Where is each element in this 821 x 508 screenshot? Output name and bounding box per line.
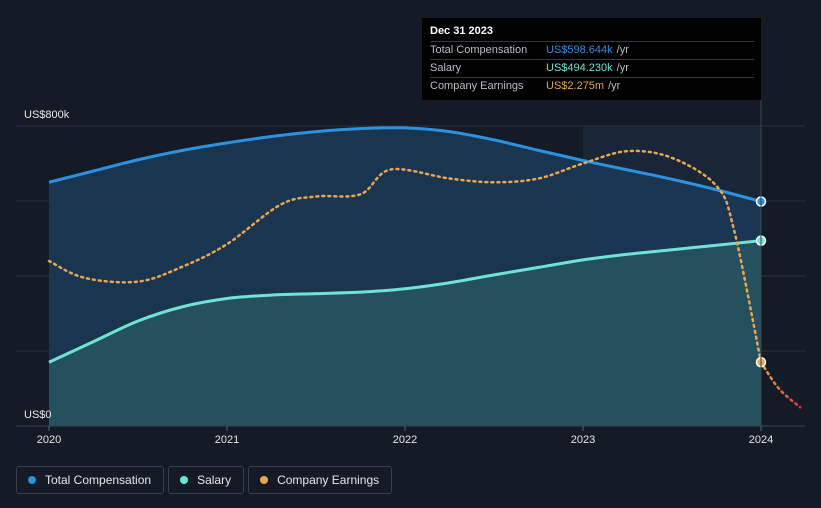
- tooltip-unit: /yr: [616, 44, 629, 56]
- tooltip-label: Total Compensation: [430, 44, 528, 56]
- tooltip-unit: /yr: [608, 80, 621, 92]
- company-earnings-line: [47, 149, 763, 364]
- tooltip-row-company-earnings: Company Earnings US$2.275m /yr: [430, 77, 754, 95]
- tooltip-value: US$2.275m: [546, 80, 605, 92]
- total-compensation-line: [48, 126, 762, 203]
- x-tick-label: 2021: [215, 434, 239, 446]
- legend-label: Salary: [197, 473, 232, 487]
- legend-dot-icon: [260, 476, 269, 484]
- tooltip-date: Dec 31 2023: [430, 25, 493, 37]
- x-tick-label: 2022: [393, 434, 417, 446]
- y-tick-label-top: US$800k: [24, 109, 70, 121]
- salary-line: [48, 239, 762, 364]
- legend: Total Compensation Salary Company Earnin…: [16, 466, 396, 494]
- legend-item-total-compensation[interactable]: Total Compensation: [16, 466, 165, 494]
- tooltip-row-salary: Salary US$494.230k /yr: [430, 59, 754, 77]
- tooltip-label: Company Earnings: [430, 80, 524, 92]
- tooltip-value: US$598.644k: [546, 44, 613, 56]
- legend-dot-icon: [28, 476, 36, 484]
- legend-dot-icon: [180, 476, 189, 484]
- x-tick-label: 2023: [571, 434, 595, 446]
- company-earnings-decline-line: [759, 361, 802, 409]
- legend-label: Company Earnings: [277, 473, 380, 487]
- salary-area: [49, 240, 761, 426]
- x-tick-label: 2024: [749, 434, 773, 446]
- legend-item-salary[interactable]: Salary: [168, 466, 245, 494]
- axes: 2020 2021 2022 2023 2024 US$800k US$0: [16, 109, 805, 446]
- tooltip: Dec 31 2023 Total Compensation US$598.64…: [422, 18, 761, 100]
- lines: [47, 126, 802, 409]
- tooltip-label: Salary: [430, 62, 462, 74]
- y-tick-label-bottom: US$0: [24, 409, 52, 421]
- areas: [49, 127, 761, 427]
- legend-item-company-earnings[interactable]: Company Earnings: [248, 466, 393, 494]
- markers: [755, 100, 767, 426]
- tooltip-row-total-compensation: Total Compensation US$598.644k /yr: [430, 41, 754, 59]
- legend-label: Total Compensation: [45, 473, 152, 487]
- tooltip-unit: /yr: [616, 62, 629, 74]
- tooltip-value: US$494.230k: [546, 62, 613, 74]
- x-tick-label: 2020: [37, 434, 61, 446]
